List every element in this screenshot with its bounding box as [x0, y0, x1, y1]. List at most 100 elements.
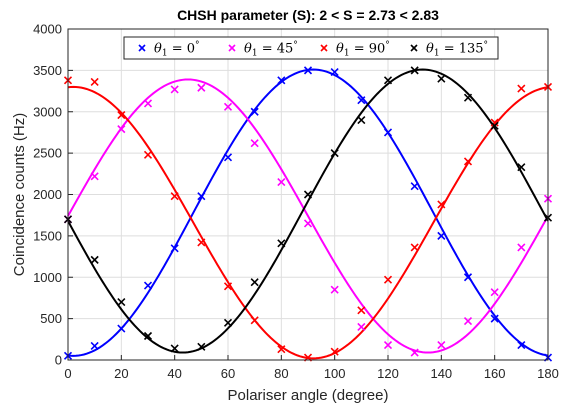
data-point-series-2 — [143, 99, 153, 108]
legend-marker-series-4 — [410, 44, 418, 52]
data-point-series-4 — [143, 331, 153, 341]
x-tick-label: 0 — [64, 366, 71, 381]
y-tick-label: 3000 — [33, 104, 62, 119]
legend-entry-series-3: θ1 = 90° — [336, 41, 390, 59]
data-point-series-3 — [463, 157, 473, 166]
x-tick-label: 100 — [324, 366, 346, 381]
x-tick-label: 20 — [114, 366, 128, 381]
x-tick-label: 60 — [221, 366, 235, 381]
legend-marker-series-3 — [320, 44, 328, 52]
data-point-series-4 — [197, 342, 206, 351]
legend-box — [123, 36, 499, 60]
data-point-series-3 — [383, 275, 393, 284]
legend-marker-series-2 — [228, 44, 236, 52]
data-point-series-1 — [490, 314, 499, 323]
data-point-series-3 — [517, 84, 526, 93]
data-point-series-1 — [90, 341, 99, 350]
data-point-series-4 — [383, 76, 393, 85]
legend-subscript: 1 — [434, 49, 440, 59]
data-point-series-3 — [490, 118, 499, 127]
data-point-series-1 — [437, 231, 446, 240]
axis-ticks: 0 20 40 60 80 100 120 140 160 180 0 500 1000 1500 2000… — [33, 22, 559, 382]
data-point-series-4 — [277, 239, 286, 248]
fit-curve-series-1 — [67, 68, 549, 357]
data-point-series-3 — [410, 243, 419, 252]
data-point-series-1 — [197, 192, 206, 201]
data-point-series-1 — [170, 244, 179, 253]
data-point-series-3 — [357, 306, 366, 315]
x-tick-label: 180 — [537, 366, 559, 381]
data-point-series-4 — [437, 74, 446, 83]
legend-symbol: θ — [244, 42, 252, 57]
data-point-series-3 — [117, 110, 126, 120]
data-point-series-2 — [437, 341, 446, 350]
data-point-series-1 — [383, 128, 393, 137]
legend-subscript: 1 — [162, 49, 168, 59]
y-tick-label: 4000 — [33, 22, 62, 37]
data-point-series-2 — [357, 322, 366, 331]
data-point-series-2 — [250, 139, 259, 148]
legend-entry-series-2: θ1 = 45° — [244, 41, 298, 59]
data-point-series-3 — [223, 282, 233, 291]
data-point-series-2 — [117, 125, 126, 134]
fit-curves — [67, 68, 549, 360]
data-point-series-4 — [223, 318, 233, 327]
legend-subscript: 1 — [252, 49, 258, 59]
data-point-series-2 — [277, 178, 286, 187]
x-tick-label: 160 — [484, 366, 506, 381]
legend-symbol: θ — [336, 42, 344, 57]
data-point-series-3 — [277, 345, 286, 354]
data-point-series-4 — [517, 163, 526, 172]
data-point-series-1 — [143, 281, 153, 290]
legend-symbol: θ — [426, 42, 434, 57]
x-tick-label: 140 — [430, 366, 452, 381]
data-point-series-2 — [197, 83, 206, 92]
x-axis-label: Polariser angle (degree) — [228, 387, 389, 404]
data-point-series-4 — [250, 278, 259, 287]
data-point-series-1 — [117, 324, 126, 333]
chart-title: CHSH parameter (S): 2 < S = 2.73 < 2.83 — [177, 7, 439, 23]
y-tick-label: 3500 — [33, 63, 62, 78]
data-point-series-1 — [250, 107, 259, 116]
data-point-series-3 — [437, 200, 446, 209]
data-point-series-1 — [303, 66, 313, 75]
y-axis-label: Coincidence counts (Hz) — [11, 113, 28, 276]
data-point-series-1 — [330, 67, 339, 77]
data-point-series-3 — [143, 150, 153, 159]
legend-symbol: θ — [154, 42, 162, 57]
data-point-series-3 — [170, 192, 179, 201]
data-point-series-2 — [410, 348, 419, 357]
legend-entry-series-4: θ1 = 135° — [426, 41, 488, 59]
legend-degree: ° — [484, 41, 489, 51]
y-tick-label: 0 — [55, 353, 62, 368]
legend-degree: ° — [195, 41, 200, 51]
data-point-series-2 — [223, 102, 233, 111]
data-points — [63, 66, 553, 362]
data-point-series-4 — [303, 190, 313, 199]
x-tick-label: 80 — [274, 366, 288, 381]
legend-degree: ° — [385, 41, 390, 51]
legend-entry-series-1: θ1 = 0° — [154, 41, 200, 59]
data-point-series-3 — [197, 238, 206, 247]
data-point-series-4 — [330, 149, 339, 158]
legend-degree: ° — [293, 41, 298, 51]
data-point-series-4 — [357, 115, 366, 125]
data-point-series-3 — [250, 316, 259, 325]
data-point-series-4 — [90, 255, 99, 264]
legend-subscript: 1 — [344, 49, 350, 59]
data-point-series-2 — [463, 317, 473, 326]
y-tick-label: 2000 — [33, 187, 62, 202]
legend-value: = 0 — [168, 42, 195, 57]
data-point-series-2 — [90, 172, 99, 181]
legend: θ1 = 0° θ1 = 45° θ1 = 90° θ1 = 135° — [123, 36, 499, 60]
data-point-series-2 — [170, 85, 179, 94]
data-point-series-3 — [330, 347, 339, 356]
y-tick-label: 1000 — [33, 270, 62, 285]
legend-value: = 45 — [258, 42, 294, 57]
legend-value: = 135 — [440, 42, 484, 57]
data-point-series-3 — [90, 77, 99, 87]
data-point-series-1 — [410, 182, 419, 191]
data-point-series-2 — [303, 219, 313, 228]
fit-curve-series-4 — [67, 68, 549, 354]
